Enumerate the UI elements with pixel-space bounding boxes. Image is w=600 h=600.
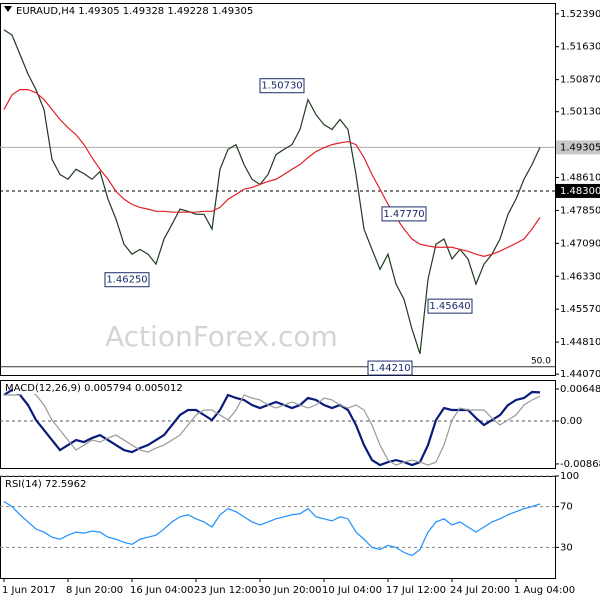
annotation-box [367,360,413,376]
y-tick-label: 1.46330 [560,271,600,282]
series-line [3,29,541,354]
support-box [556,183,600,198]
y-tick-label: 1.45570 [560,304,600,315]
x-tick-label: 24 Jul 20:00 [450,585,510,596]
x-tick-label: 1 Aug 04:00 [514,585,575,596]
y-tick-label: 1.50130 [560,107,600,118]
x-tick-label: 8 Jun 20:00 [66,585,123,596]
panel-frame [0,380,556,469]
panel-frame [0,476,556,579]
menu-icon [4,6,12,12]
y-tick-label: 0.006483 [560,384,600,395]
panel-frame [0,3,556,376]
annotation-box [381,206,427,222]
title-bg [13,382,163,394]
annotation-label: 1.46250 [106,275,147,286]
annotation-label: 1.47770 [383,209,424,220]
annotation-box [104,272,150,288]
x-tick-label: 16 Jun 04:00 [130,585,194,596]
annotation-label: 1.44210 [369,363,410,374]
x-tick-label: 17 Jul 12:00 [386,585,446,596]
series-line [3,89,541,257]
y-tick-label: 30 [560,542,573,553]
x-tick-label: 1 Jun 2017 [2,585,56,596]
x-tick-label: 23 Jun 12:00 [194,585,258,596]
title-bg [13,478,163,490]
y-tick-label: 0.00 [560,416,582,427]
y-tick-label: 100 [560,471,579,482]
annotation-label: 1.50730 [261,81,302,92]
fib-label: 50.0 [531,356,551,366]
x-tick-label: 30 Jun 20:00 [258,585,322,596]
y-tick-label: 1.52390 [560,9,600,20]
annotation-label: 1.45640 [429,301,470,312]
y-tick-label: -0.008682 [560,459,600,470]
support-label: 1.48300 [560,186,600,197]
y-tick-label: 1.44810 [560,337,600,348]
y-tick-label: 1.48610 [560,173,600,184]
panel-title: EURAUD,H4 1.49305 1.49328 1.49228 1.4930… [16,6,253,17]
series-line [3,388,541,467]
y-tick-label: 1.47090 [560,238,600,249]
series-line [4,389,541,466]
watermark: ActionForex.com [105,320,338,353]
series-line [3,500,541,557]
title-bg [13,5,228,17]
annotation-box [259,78,305,94]
y-tick-label: 70 [560,502,573,513]
y-tick-label: 1.51630 [560,42,600,53]
current-price-label: 1.49305 [560,142,600,153]
y-tick-label: 1.50870 [560,75,600,86]
current-price-box [556,140,600,155]
y-tick-label: 1.47850 [560,205,600,216]
panel-title: RSI(14) 72.5962 [5,479,86,490]
panel-title: MACD(12,26,9) 0.005794 0.005012 [5,383,183,394]
y-tick-label: 1.44070 [560,369,600,380]
x-tick-label: 10 Jul 04:00 [322,585,382,596]
annotation-box [427,298,473,314]
